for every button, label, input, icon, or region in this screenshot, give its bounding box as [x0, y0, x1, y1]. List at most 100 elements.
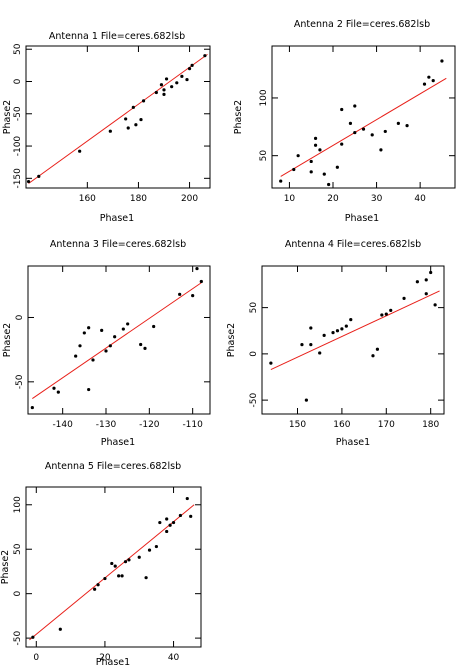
x-tick-label: 40 — [414, 194, 426, 204]
data-point — [203, 54, 207, 58]
data-point — [134, 123, 138, 127]
plot-frame — [261, 265, 445, 415]
x-tick-label: 30 — [371, 194, 383, 204]
y-axis-label: Phase2 — [2, 100, 13, 134]
data-point — [440, 59, 444, 63]
y-axis-label: Phase2 — [2, 323, 13, 357]
data-point — [383, 129, 387, 134]
data-point — [349, 318, 353, 322]
data-point — [113, 335, 117, 339]
y-tick-label: -50 — [13, 106, 23, 121]
data-point — [389, 308, 393, 312]
data-point — [137, 555, 141, 559]
data-point — [82, 331, 86, 335]
y-tick-label: 50 — [13, 43, 23, 55]
x-tick-label: 10 — [284, 194, 296, 204]
data-point — [189, 514, 193, 518]
x-axis-label: Phase1 — [345, 213, 379, 224]
data-point — [87, 326, 91, 330]
data-point — [96, 583, 100, 587]
data-point — [296, 154, 300, 158]
data-point — [309, 343, 313, 347]
data-point — [165, 529, 169, 534]
data-point — [110, 561, 114, 566]
data-point — [433, 303, 437, 307]
data-point — [370, 133, 374, 137]
plot-frame — [25, 45, 211, 189]
data-point — [344, 324, 348, 328]
data-point — [313, 136, 318, 140]
chart-title: Antenna 4 File=ceres.682lsb — [285, 239, 421, 250]
data-point — [335, 329, 340, 333]
data-point — [100, 328, 104, 332]
data-point — [168, 523, 172, 527]
y-tick-label: -50 — [249, 393, 259, 408]
data-point — [380, 313, 384, 317]
data-point — [322, 333, 326, 337]
data-point — [162, 92, 166, 97]
data-point — [104, 349, 108, 353]
data-point — [52, 386, 56, 390]
y-axis-label: Phase2 — [226, 323, 237, 357]
data-point — [154, 90, 158, 95]
data-point — [178, 292, 182, 296]
data-point — [190, 63, 194, 67]
fit-line — [28, 53, 208, 184]
x-tick-label: -120 — [139, 420, 160, 430]
panel-antenna-2: Antenna 2 File=ceres.682lsb 10 20 30 40 50 100… — [233, 19, 456, 224]
data-point — [361, 127, 366, 131]
data-point — [185, 496, 189, 501]
x-tick-label: -110 — [182, 420, 203, 430]
data-point — [165, 517, 169, 521]
data-point — [309, 326, 313, 330]
fit-line — [280, 77, 447, 177]
y-tick-label: 100 — [13, 496, 23, 513]
x-axis-label: Phase1 — [96, 657, 130, 668]
x-tick-label: 20 — [99, 653, 111, 663]
data-point — [78, 149, 82, 153]
y-tick-label: 0 — [13, 78, 23, 84]
data-point — [117, 574, 121, 578]
y-tick-label: 0 — [15, 314, 25, 320]
data-point — [431, 79, 435, 83]
data-point — [162, 88, 166, 92]
y-tick-label: -150 — [13, 168, 23, 189]
data-point — [124, 117, 128, 121]
data-point — [126, 126, 130, 130]
data-point — [147, 548, 152, 552]
x-tick-label: 0 — [33, 653, 39, 663]
data-point — [340, 142, 344, 146]
data-point — [78, 344, 82, 348]
data-point — [141, 99, 146, 103]
y-tick-label: -50 — [15, 374, 25, 389]
x-axis-label: Phase1 — [101, 437, 135, 448]
data-point — [123, 560, 128, 564]
data-point — [340, 327, 344, 331]
data-point — [108, 129, 112, 133]
data-point — [199, 279, 203, 284]
data-point — [121, 327, 125, 331]
data-point — [318, 351, 322, 355]
x-tick-label: 160 — [333, 420, 350, 430]
chart-title: Antenna 3 File=ceres.682lsb — [50, 239, 186, 250]
data-point — [292, 167, 296, 172]
x-tick-label: 160 — [79, 194, 96, 204]
y-tick-label: 50 — [13, 543, 23, 555]
chart-title: Antenna 1 File=ceres.682lsb — [49, 31, 185, 42]
data-point — [131, 105, 135, 109]
data-point — [139, 342, 143, 347]
y-tick-label: 0 — [13, 591, 23, 597]
data-point — [26, 179, 31, 184]
data-point — [191, 294, 195, 298]
plot-frame — [27, 265, 211, 415]
plot-frame — [271, 45, 456, 189]
data-point — [331, 331, 335, 335]
data-point — [143, 346, 147, 350]
data-point — [56, 390, 60, 394]
data-point — [375, 347, 380, 351]
panel-antenna-1: Antenna 1 File=ceres.682lsb 160 180 200 -150… — [2, 31, 211, 224]
data-point — [171, 520, 176, 525]
data-point — [269, 361, 273, 365]
data-point — [422, 82, 427, 86]
